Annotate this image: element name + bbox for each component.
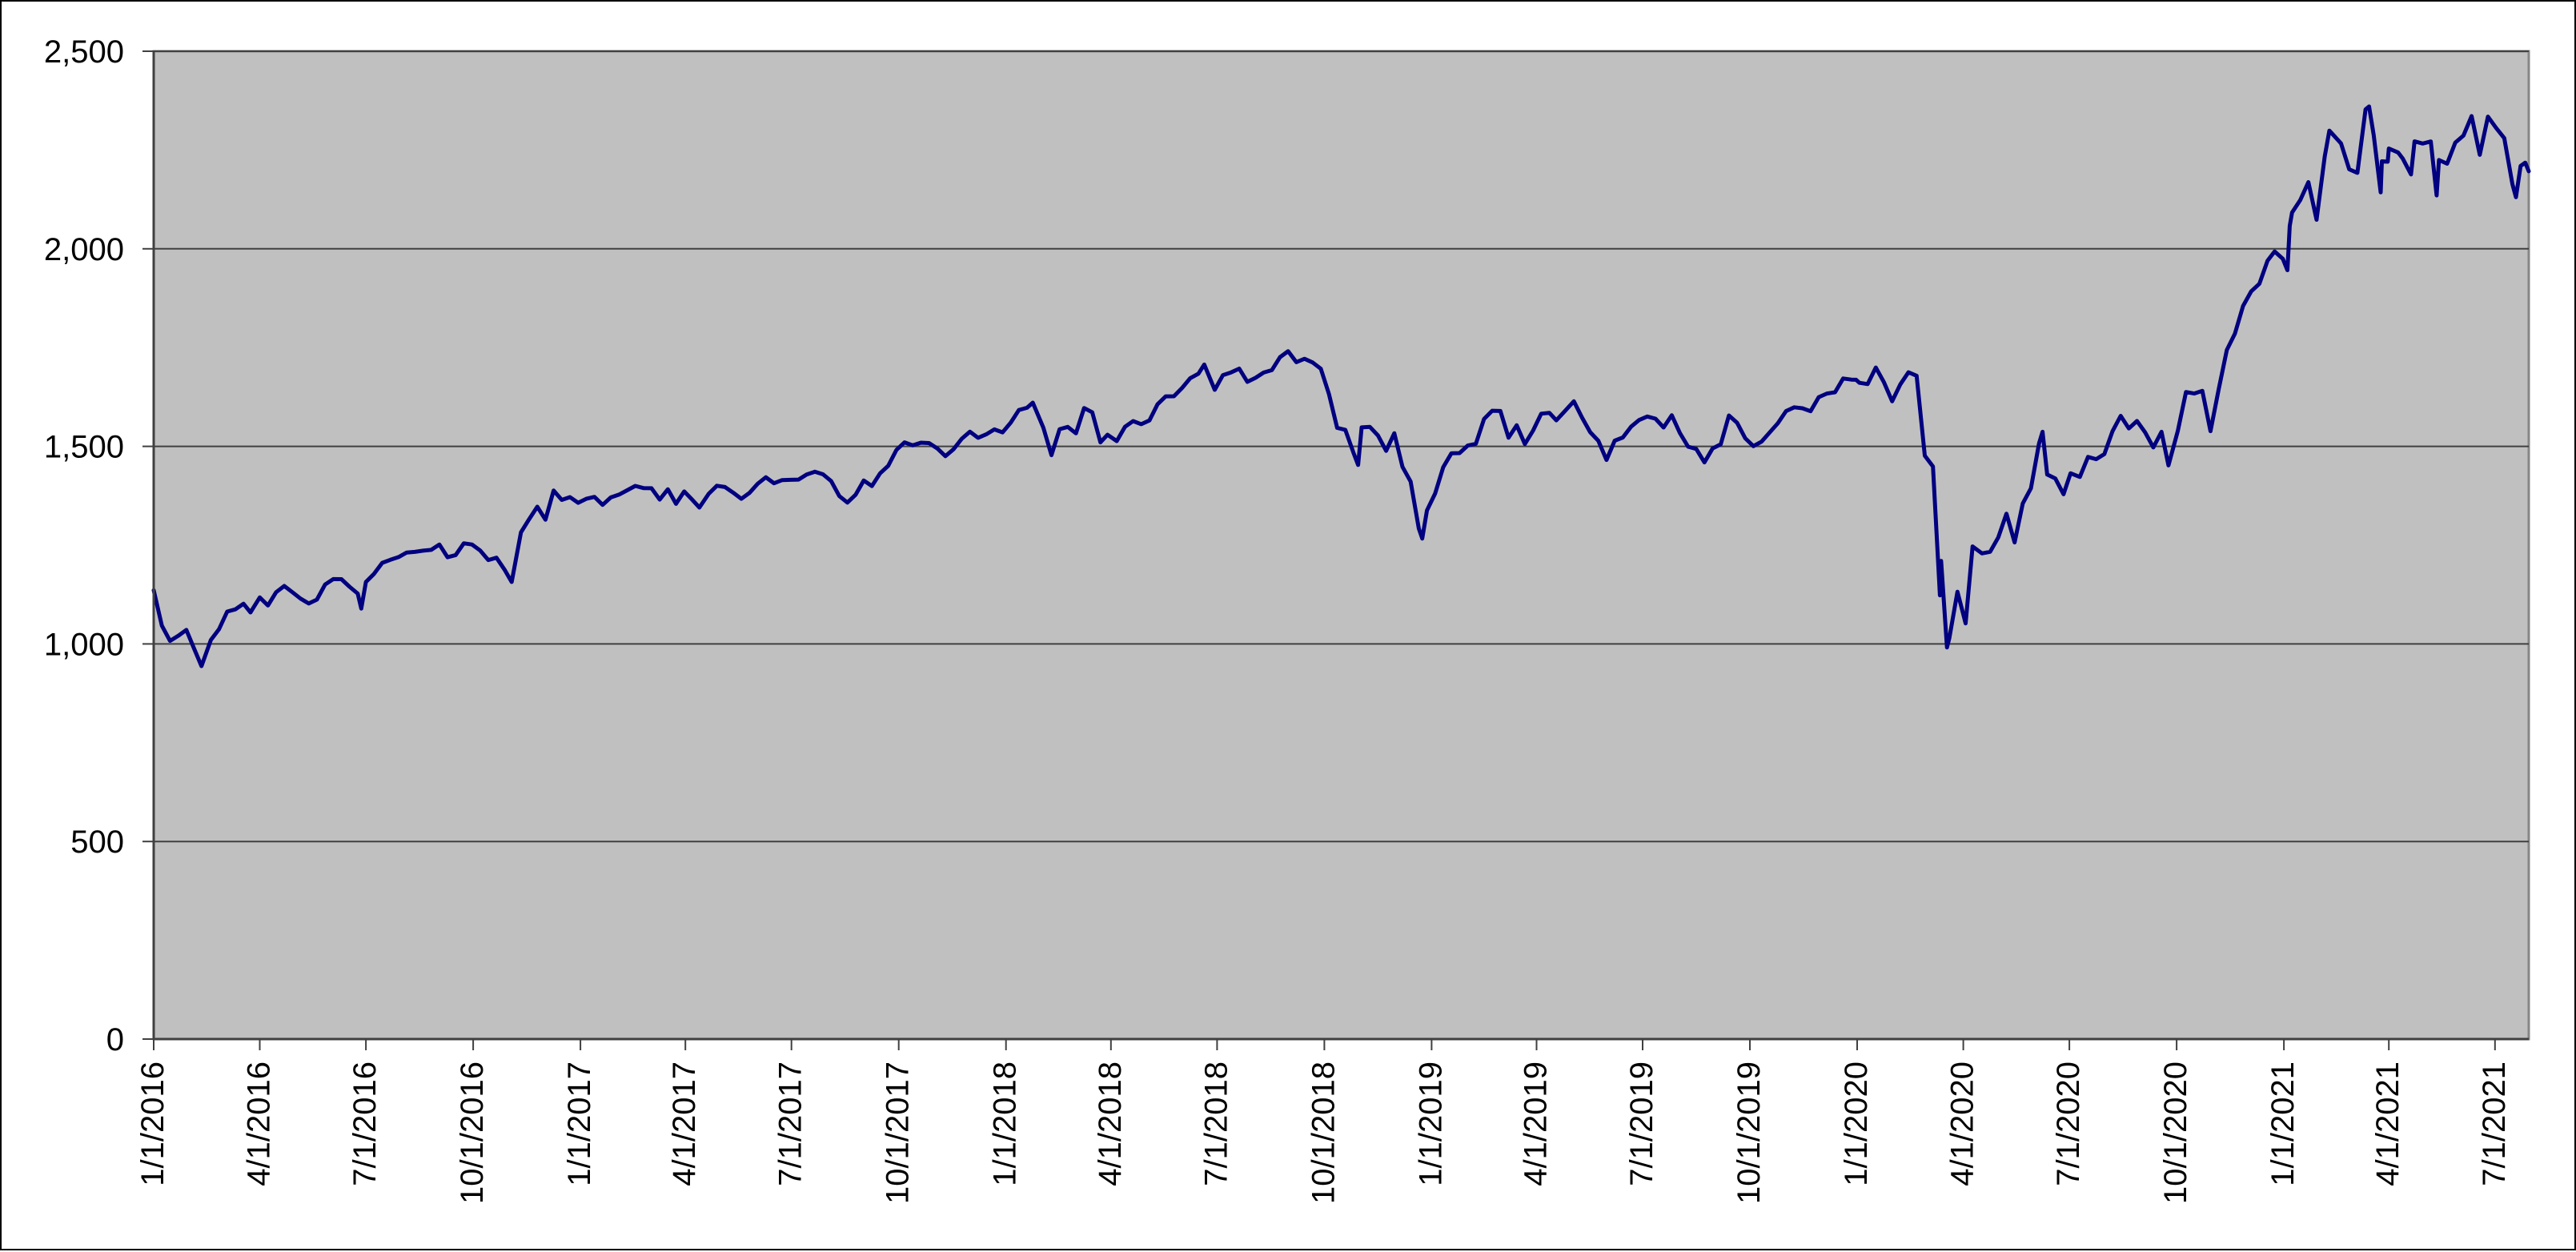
x-axis-tick-label: 7/1/2020 xyxy=(2051,1061,2086,1186)
x-axis-tick-label: 4/1/2021 xyxy=(2370,1061,2405,1186)
x-axis-tick-label: 10/1/2018 xyxy=(1306,1061,1341,1204)
plot-area xyxy=(152,50,2530,1041)
x-axis-tick-label: 7/1/2019 xyxy=(1624,1061,1659,1186)
x-axis-tick-label: 10/1/2016 xyxy=(455,1061,490,1204)
x-axis-tick-label: 7/1/2018 xyxy=(1198,1061,1234,1186)
x-axis-tick-label: 7/1/2021 xyxy=(2477,1061,2512,1186)
x-axis-tick-label: 1/1/2021 xyxy=(2265,1061,2301,1186)
y-axis-tick-label: 1,500 xyxy=(44,430,124,465)
x-axis-tick-label: 10/1/2017 xyxy=(881,1061,916,1204)
y-axis-tick-label: 2,000 xyxy=(44,232,124,267)
x-axis-tick-label: 1/1/2018 xyxy=(988,1061,1023,1186)
x-axis-tick-label: 1/1/2019 xyxy=(1413,1061,1448,1186)
x-axis-tick-label: 4/1/2017 xyxy=(667,1061,702,1186)
series-line xyxy=(151,104,2531,668)
y-axis-tick-label: 2,500 xyxy=(44,34,124,70)
x-axis-tick-label: 1/1/2017 xyxy=(562,1061,597,1186)
x-axis-tick-label: 1/1/2016 xyxy=(135,1061,171,1186)
x-axis-tick-label: 10/1/2020 xyxy=(2158,1061,2193,1204)
x-axis-tick-label: 10/1/2019 xyxy=(1731,1061,1767,1204)
y-axis-tick-label: 1,000 xyxy=(44,627,124,662)
y-axis-tick-label: 0 xyxy=(106,1022,124,1057)
y-axis-tick-label: 500 xyxy=(70,825,124,860)
x-axis-tick-label: 4/1/2018 xyxy=(1093,1061,1128,1186)
x-axis-tick-label: 4/1/2016 xyxy=(242,1061,277,1186)
x-axis-tick-label: 4/1/2020 xyxy=(1945,1061,1980,1186)
x-axis-tick-label: 7/1/2017 xyxy=(773,1061,809,1186)
x-axis-tick-label: 4/1/2019 xyxy=(1519,1061,1554,1186)
x-axis-tick-label: 7/1/2016 xyxy=(347,1061,383,1186)
x-axis-tick-label: 1/1/2020 xyxy=(1839,1061,1874,1186)
